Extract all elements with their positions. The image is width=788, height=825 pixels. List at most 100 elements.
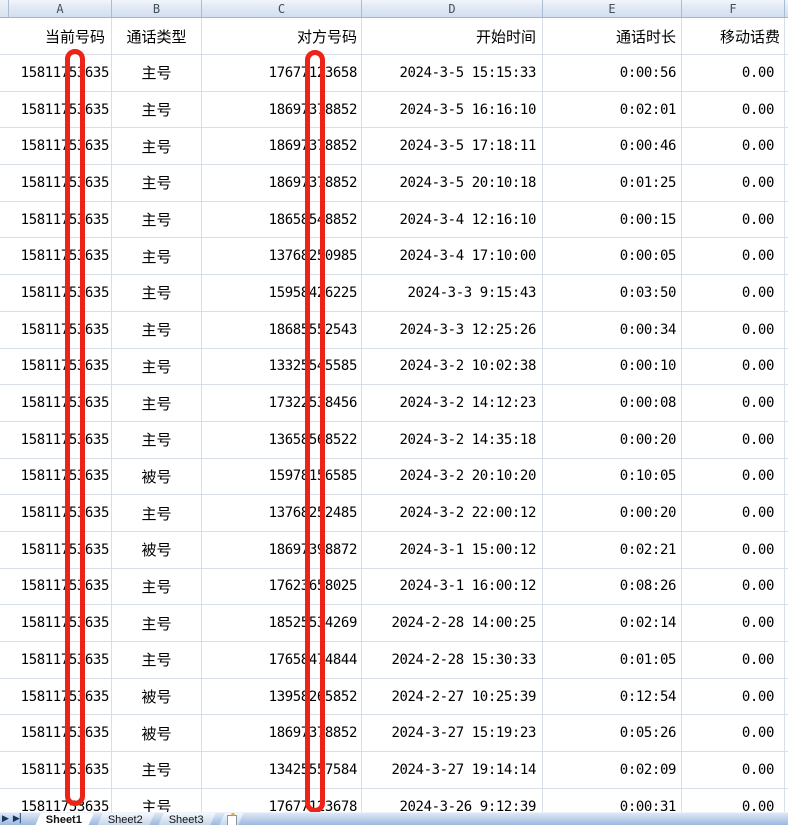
sheet-tab-sheet1[interactable]: Sheet1	[34, 813, 94, 825]
cell-r4-c2[interactable]: 18697378852	[202, 165, 362, 202]
cell-r6-c0[interactable]: 15811753635	[0, 238, 112, 276]
cell-r2-c0[interactable]: 15811753635	[0, 91, 112, 129]
cell-r3-c3[interactable]: 2024-3-5 17:18:11	[362, 128, 543, 166]
sheet-tab-sheet3[interactable]: Sheet3	[157, 813, 216, 825]
cell-r9-c4[interactable]: 0:00:10	[543, 348, 682, 386]
cell-r18-c1[interactable]: 被号	[112, 678, 202, 716]
header-cell-5[interactable]: 移动话费	[682, 18, 785, 55]
cell-r18-c0[interactable]: 15811753635	[0, 678, 112, 716]
cell-r13-c0[interactable]: 15811753635	[0, 495, 112, 532]
scroll-last-sheet-icon[interactable]: ▶▏	[12, 814, 27, 824]
cell-r9-c2[interactable]: 13325545585	[202, 348, 362, 386]
cell-r3-c4[interactable]: 0:00:46	[543, 128, 682, 166]
cell-r15-c4[interactable]: 0:08:26	[543, 568, 682, 606]
cell-r15-c0[interactable]: 15811753635	[0, 568, 112, 606]
cell-r11-c2[interactable]: 13658568522	[202, 421, 362, 459]
cell-r13-c4[interactable]: 0:00:20	[543, 495, 682, 532]
cell-r8-c1[interactable]: 主号	[112, 311, 202, 349]
cell-r4-c1[interactable]: 主号	[112, 165, 202, 202]
cell-r17-c4[interactable]: 0:01:05	[543, 642, 682, 679]
header-cell-0[interactable]: 当前号码	[0, 18, 112, 55]
cell-r16-c4[interactable]: 0:02:14	[543, 605, 682, 642]
cell-r17-c2[interactable]: 17658474844	[202, 642, 362, 679]
sheet-tab-sheet2[interactable]: Sheet2	[96, 813, 155, 825]
cell-r19-c5[interactable]: 0.00	[682, 715, 785, 753]
cell-r8-c0[interactable]: 15811753635	[0, 311, 112, 349]
cell-r8-c2[interactable]: 18685552543	[202, 311, 362, 349]
cell-r7-c5[interactable]: 0.00	[682, 275, 785, 312]
cell-r2-c3[interactable]: 2024-3-5 16:16:10	[362, 91, 543, 129]
cell-r4-c5[interactable]: 0.00	[682, 165, 785, 202]
cell-r1-c3[interactable]: 2024-3-5 15:15:33	[362, 55, 543, 92]
cell-r10-c4[interactable]: 0:00:08	[543, 385, 682, 422]
cell-r14-c5[interactable]: 0.00	[682, 531, 785, 569]
cell-r5-c1[interactable]: 主号	[112, 201, 202, 239]
cell-r18-c2[interactable]: 13958265852	[202, 678, 362, 716]
select-all-corner[interactable]	[0, 0, 9, 17]
cell-r10-c2[interactable]: 17322538456	[202, 385, 362, 422]
cell-r9-c3[interactable]: 2024-3-2 10:02:38	[362, 348, 543, 386]
cell-r19-c4[interactable]: 0:05:26	[543, 715, 682, 753]
cell-r10-c0[interactable]: 15811753635	[0, 385, 112, 422]
cell-r5-c4[interactable]: 0:00:15	[543, 201, 682, 239]
cell-r5-c2[interactable]: 18658548852	[202, 201, 362, 239]
cell-r10-c3[interactable]: 2024-3-2 14:12:23	[362, 385, 543, 422]
cell-r5-c5[interactable]: 0.00	[682, 201, 785, 239]
column-header-c[interactable]: C	[202, 0, 362, 17]
cell-r18-c3[interactable]: 2024-2-27 10:25:39	[362, 678, 543, 716]
cell-r13-c3[interactable]: 2024-3-2 22:00:12	[362, 495, 543, 532]
cell-r13-c5[interactable]: 0.00	[682, 495, 785, 532]
cell-r7-c0[interactable]: 15811753635	[0, 275, 112, 312]
cell-r16-c0[interactable]: 15811753635	[0, 605, 112, 642]
cell-r11-c0[interactable]: 15811753635	[0, 421, 112, 459]
cell-r14-c0[interactable]: 15811753635	[0, 531, 112, 569]
header-cell-1[interactable]: 通话类型	[112, 18, 202, 55]
cell-r11-c3[interactable]: 2024-3-2 14:35:18	[362, 421, 543, 459]
cell-r15-c3[interactable]: 2024-3-1 16:00:12	[362, 568, 543, 606]
cell-r8-c4[interactable]: 0:00:34	[543, 311, 682, 349]
cell-r9-c0[interactable]: 15811753635	[0, 348, 112, 386]
cell-r12-c2[interactable]: 15978156585	[202, 458, 362, 496]
cell-r4-c0[interactable]: 15811753635	[0, 165, 112, 202]
cell-r1-c5[interactable]: 0.00	[682, 55, 785, 92]
cell-r12-c0[interactable]: 15811753635	[0, 458, 112, 496]
cell-r6-c3[interactable]: 2024-3-4 17:10:00	[362, 238, 543, 276]
cell-r10-c5[interactable]: 0.00	[682, 385, 785, 422]
insert-worksheet-tab[interactable]: ✦	[218, 813, 244, 825]
cell-r19-c1[interactable]: 被号	[112, 715, 202, 753]
cell-r3-c1[interactable]: 主号	[112, 128, 202, 166]
cell-r10-c1[interactable]: 主号	[112, 385, 202, 422]
cell-r8-c3[interactable]: 2024-3-3 12:25:26	[362, 311, 543, 349]
cell-r14-c2[interactable]: 18697398872	[202, 531, 362, 569]
cell-r12-c1[interactable]: 被号	[112, 458, 202, 496]
cell-r2-c1[interactable]: 主号	[112, 91, 202, 129]
cell-r6-c1[interactable]: 主号	[112, 238, 202, 276]
column-header-d[interactable]: D	[362, 0, 543, 17]
cell-r2-c4[interactable]: 0:02:01	[543, 91, 682, 129]
column-header-e[interactable]: E	[543, 0, 682, 17]
cell-r3-c5[interactable]: 0.00	[682, 128, 785, 166]
cell-r15-c5[interactable]: 0.00	[682, 568, 785, 606]
cell-r17-c0[interactable]: 15811753635	[0, 642, 112, 679]
cell-r2-c2[interactable]: 18697378852	[202, 91, 362, 129]
cell-r7-c1[interactable]: 主号	[112, 275, 202, 312]
cell-r9-c5[interactable]: 0.00	[682, 348, 785, 386]
cell-r3-c0[interactable]: 15811753635	[0, 128, 112, 166]
cell-r14-c1[interactable]: 被号	[112, 531, 202, 569]
cell-r12-c4[interactable]: 0:10:05	[543, 458, 682, 496]
cell-r12-c5[interactable]: 0.00	[682, 458, 785, 496]
cell-r18-c5[interactable]: 0.00	[682, 678, 785, 716]
cell-r14-c3[interactable]: 2024-3-1 15:00:12	[362, 531, 543, 569]
cell-r16-c1[interactable]: 主号	[112, 605, 202, 642]
cell-r19-c2[interactable]: 18697378852	[202, 715, 362, 753]
cell-r7-c3[interactable]: 2024-3-3 9:15:43	[362, 275, 543, 312]
cell-r20-c3[interactable]: 2024-3-27 19:14:14	[362, 752, 543, 789]
cell-r3-c2[interactable]: 18697378852	[202, 128, 362, 166]
cell-r14-c4[interactable]: 0:02:21	[543, 531, 682, 569]
cell-r6-c4[interactable]: 0:00:05	[543, 238, 682, 276]
cell-r15-c2[interactable]: 17623658025	[202, 568, 362, 606]
cell-r12-c3[interactable]: 2024-3-2 20:10:20	[362, 458, 543, 496]
cell-r6-c2[interactable]: 13768250985	[202, 238, 362, 276]
scroll-next-sheet-icon[interactable]: ▶	[2, 814, 9, 824]
cell-r1-c2[interactable]: 17677123658	[202, 55, 362, 92]
